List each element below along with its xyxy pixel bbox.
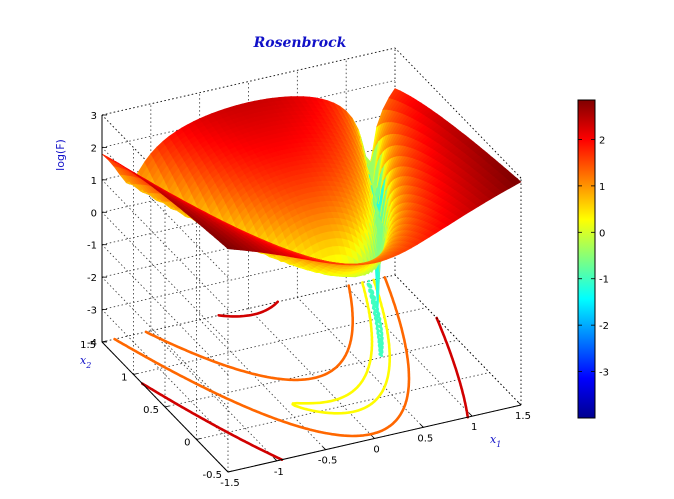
z-tick-label: 3 [91,111,97,122]
x-axis-label: x1 [490,433,501,449]
x-tick-label: -0.5 [318,456,338,467]
colorbar-ticks: 2 1 0 -1 -2 -3 [578,135,609,379]
colorbar: 2 1 0 -1 -2 -3 [577,99,609,419]
x-grid-line-floor [345,285,473,417]
y-tick-label: 0 [184,438,190,449]
x-grid-line-floor [150,330,278,462]
x-tick-mark [224,468,229,473]
colorbar-tick-label: -1 [599,275,609,286]
y-tick-label: 1.5 [80,340,96,351]
y-tick-mark [164,405,170,408]
x-tick-mark [468,412,473,417]
x-tick-mark [420,424,424,428]
x-tick-label: 0.5 [417,433,433,444]
colorbar-tick-label: 2 [599,135,605,146]
z-tick-label: -2 [87,273,97,284]
y-axis-label: x2 [80,354,91,370]
surface-patch [511,179,522,186]
y-tick-label: 1 [121,373,127,384]
colorbar-tick-label: -3 [599,368,609,379]
z-tick-label: -4 [87,338,97,349]
x-tick-mark [517,401,522,406]
x-tick-label: 1.5 [515,411,531,422]
z-tick-label: 2 [91,143,97,154]
z-axis-label: log(F) [54,139,67,171]
x-tick-label: 0 [373,445,379,456]
y-tick-label: -0.5 [202,470,222,481]
colorbar-tick-label: 1 [599,182,605,193]
colorbar-gradient [577,99,596,419]
y-tick-mark [227,470,233,473]
contour-line [291,278,392,415]
x-tick-label: 1 [471,422,477,433]
x-tick-label: -1 [274,467,284,478]
contour-line [366,279,384,358]
colorbar-tick-label: 0 [599,228,605,239]
contour-line [141,300,470,461]
y-tick-mark [133,373,138,375]
y-grid-line-floor [164,339,459,408]
x-tick-mark [322,446,326,450]
contour-line [113,276,411,438]
z-tick-label: -1 [87,241,97,252]
surface-plot [101,88,522,319]
colorbar-tick-label: -2 [599,321,609,332]
x-grid-line-floor [248,308,375,439]
z-tick-label: 1 [91,176,97,187]
x-tick-label: -1.5 [220,478,240,489]
z-tick-label: 0 [91,208,97,219]
z-tick-label: -3 [87,306,97,317]
x-axis-ticks: -1.5 -1 -0.5 0 0.5 1 1.5 [220,401,531,489]
z-axis-ticks: -4 -3 -2 -1 0 1 2 3 [87,111,107,349]
contour-plot [113,276,470,461]
x-tick-mark [273,457,278,462]
y-tick-mark [196,438,201,440]
y-axis-ticks: -0.5 0 0.5 1 1.5 [80,340,233,481]
chart-title: Rosenbrock [253,35,347,51]
y-tick-label: 0.5 [143,405,159,416]
x-tick-mark [371,435,375,439]
